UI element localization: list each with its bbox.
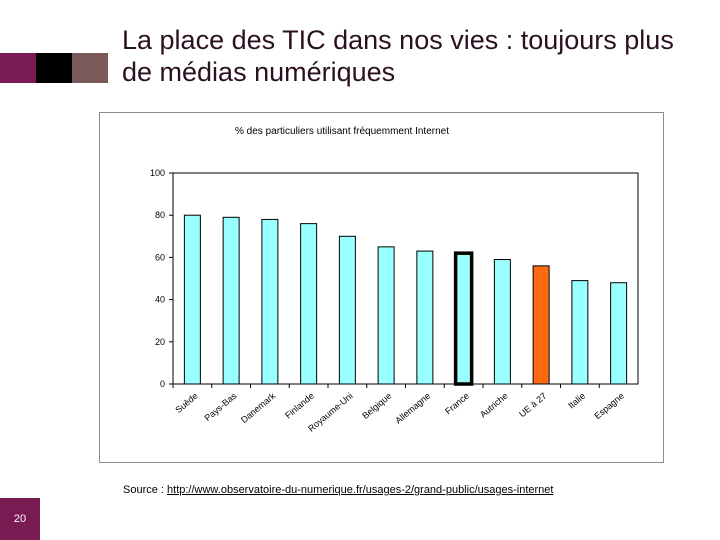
x-tick-label: UE à 27 [517, 391, 548, 420]
x-tick-label: Allemagne [393, 391, 432, 426]
x-tick-label: Belgique [360, 391, 393, 421]
y-tick-label: 0 [160, 379, 165, 389]
bar-espagne [610, 282, 628, 385]
bar-autriche [493, 259, 511, 385]
y-tick-label: 100 [150, 168, 165, 178]
x-tick-label: Danemark [239, 390, 278, 425]
plot-area [172, 172, 639, 385]
chart-title: % des particuliers utilisant fréquemment… [235, 126, 449, 137]
x-tick-label: Italie [566, 391, 587, 411]
bar-su-de [183, 214, 201, 385]
bar-finlande [300, 223, 318, 385]
bar-chart: % des particuliers utilisant fréquemment… [150, 126, 639, 434]
chart-frame: % des particuliers utilisant fréquemment… [99, 112, 664, 463]
bar-italie [571, 280, 589, 385]
slide-title: La place des TIC dans nos vies : toujour… [122, 25, 674, 87]
y-tick-label: 80 [155, 210, 165, 220]
x-tick-label: France [443, 391, 471, 417]
bar-pays-bas [222, 216, 240, 385]
source-label: Source [123, 484, 158, 496]
decor-block-brown [72, 53, 108, 83]
x-tick-label: Pays-Bas [203, 390, 239, 423]
y-tick-label: 40 [155, 295, 165, 305]
source-separator: : [157, 484, 168, 496]
x-tick-label: Suède [173, 391, 199, 415]
x-tick-label: Finlande [283, 391, 316, 421]
bar-france [453, 251, 474, 386]
decor-block-plum [0, 53, 36, 83]
source-line: Source : http://www.observatoire-du-nume… [123, 484, 553, 496]
bar-ue-27 [532, 265, 550, 385]
decor-block-black [36, 53, 72, 83]
x-tick-label: Autriche [478, 391, 510, 420]
bar-allemagne [416, 250, 434, 385]
source-link[interactable]: http://www.observatoire-du-numerique.fr/… [167, 484, 554, 496]
y-tick-label: 20 [155, 337, 165, 347]
y-tick-label: 60 [155, 252, 165, 262]
page-number: 20 [0, 498, 40, 540]
bar-belgique [377, 246, 395, 385]
x-tick-label: Espagne [592, 391, 626, 421]
bar-royaume-uni [338, 235, 356, 385]
bar-danemark [261, 218, 279, 385]
